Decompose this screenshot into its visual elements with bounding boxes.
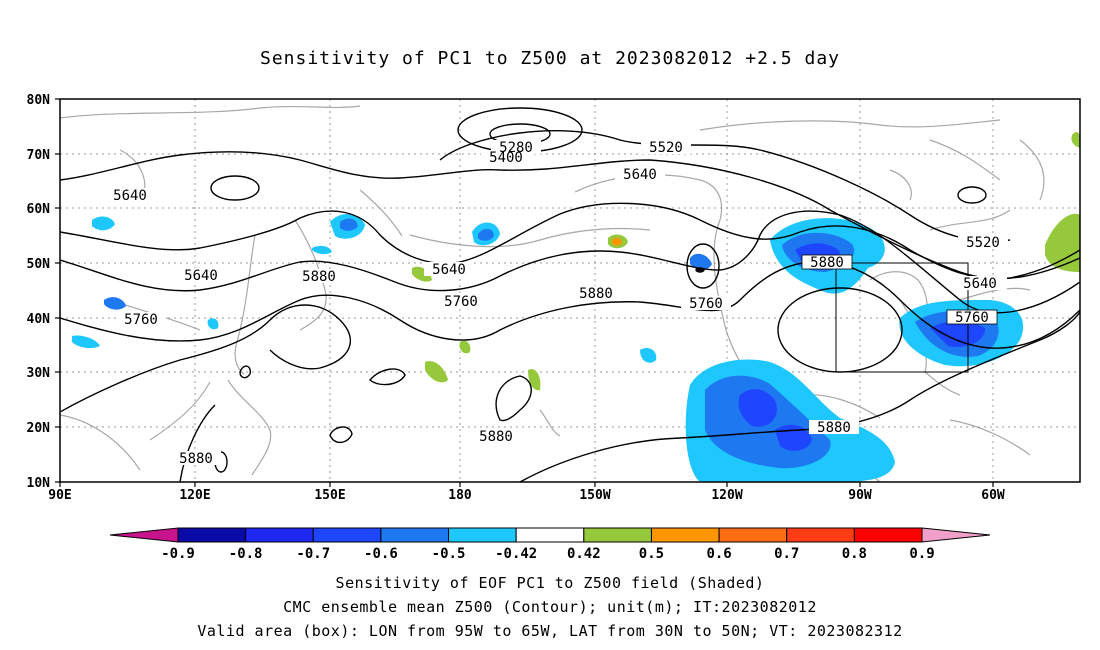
contour-label: 5400 — [489, 150, 523, 166]
colorbar-label: 0.9 — [909, 546, 934, 562]
colorbar-box — [245, 527, 314, 543]
contour-label: 5760 — [689, 296, 723, 312]
colorbar-low-end — [109, 527, 179, 543]
contour-label: 5640 — [432, 262, 466, 278]
footer-line-2: CMC ensemble mean Z500 (Contour); unit(m… — [283, 598, 817, 616]
lat-label: 10N — [27, 476, 51, 491]
contour-label: 5880 — [817, 420, 851, 436]
footer-line-3: Valid area (box): LON from 95W to 65W, L… — [197, 622, 903, 640]
contour-label: 5640 — [113, 188, 147, 204]
contour-label: 5880 — [179, 451, 213, 467]
contour-label: 5520 — [966, 235, 1000, 251]
colorbar-box — [177, 527, 247, 543]
lat-label: 50N — [27, 257, 51, 272]
axis-ticks — [55, 98, 994, 487]
lon-label: 150E — [314, 488, 345, 503]
lon-label: 90E — [48, 488, 71, 503]
map-title: Sensitivity of PC1 to Z500 at 2023082012… — [259, 48, 840, 69]
contour-label: 5760 — [124, 312, 158, 328]
graticule — [60, 99, 1080, 482]
contour-labels: 5280 5400 5520 5640 5640 5640 5640 5640 … — [105, 140, 1008, 467]
colorbar-box — [853, 527, 923, 543]
lon-label: 60W — [981, 488, 1005, 503]
map-border — [59, 98, 1081, 483]
lat-label: 40N — [27, 312, 51, 327]
contour-label: 5880 — [810, 255, 844, 271]
contour-label: 5640 — [623, 167, 657, 183]
contour-label: 5640 — [963, 276, 997, 292]
colorbar-label: 0.5 — [639, 546, 664, 562]
lon-label: 120W — [711, 488, 742, 503]
lat-label: 80N — [27, 93, 51, 108]
colorbar-box — [515, 527, 585, 543]
contour-label: 5880 — [302, 269, 336, 285]
colorbar-label: 0.8 — [842, 546, 867, 562]
lat-label: 70N — [27, 148, 51, 163]
colorbar-label: -0.6 — [364, 546, 398, 562]
colorbar-box — [312, 527, 382, 543]
colorbar-high-end — [921, 527, 991, 543]
colorbar-labels: -0.9 -0.8 -0.7 -0.6 -0.5 -0.42 0.42 0.5 0.6 0.7 0.… — [161, 546, 935, 562]
footer-line-1: Sensitivity of EOF PC1 to Z500 field (Sh… — [335, 574, 765, 592]
contour-label: 5640 — [184, 268, 218, 284]
colorbar-label: -0.9 — [161, 546, 195, 562]
colorbar-box — [380, 527, 450, 543]
contour-label: 5880 — [479, 429, 513, 445]
lon-label: 90W — [848, 488, 872, 503]
lat-label: 30N — [27, 366, 51, 381]
lat-labels: 80N 70N 60N 50N 40N 30N 20N 10N — [27, 93, 51, 491]
colorbar-label: 0.6 — [706, 546, 731, 562]
contour-label: 5520 — [649, 140, 683, 156]
colorbar-label: -0.7 — [296, 546, 330, 562]
lon-labels: 90E 120E 150E 180 150W 120W 90W 60W — [48, 488, 1005, 503]
colorbar-box — [718, 527, 788, 543]
colorbar-box — [650, 527, 720, 543]
colorbar: -0.9 -0.8 -0.7 -0.6 -0.5 -0.42 0.42 0.5 0.6 0.7 0.… — [109, 527, 991, 562]
colorbar-label: -0.42 — [495, 546, 537, 562]
colorbar-label: -0.8 — [229, 546, 263, 562]
colorbar-label: -0.5 — [432, 546, 466, 562]
colorbar-box — [583, 527, 652, 543]
colorbar-boxes — [177, 527, 923, 543]
contour-label: 5880 — [579, 286, 613, 302]
lon-label: 120E — [179, 488, 210, 503]
contour-label: 5760 — [444, 294, 478, 310]
lon-label: 180 — [448, 488, 472, 503]
lon-label: 150W — [579, 488, 610, 503]
contour-label: 5280 — [499, 140, 533, 156]
colorbar-label: 0.7 — [774, 546, 799, 562]
map-frame — [60, 99, 1080, 482]
lat-label: 60N — [27, 202, 51, 217]
colorbar-label: 0.42 — [567, 546, 601, 562]
colorbar-box — [448, 527, 517, 543]
contour-label: 5760 — [955, 310, 989, 326]
colorbar-box — [786, 527, 855, 543]
lat-label: 20N — [27, 421, 51, 436]
